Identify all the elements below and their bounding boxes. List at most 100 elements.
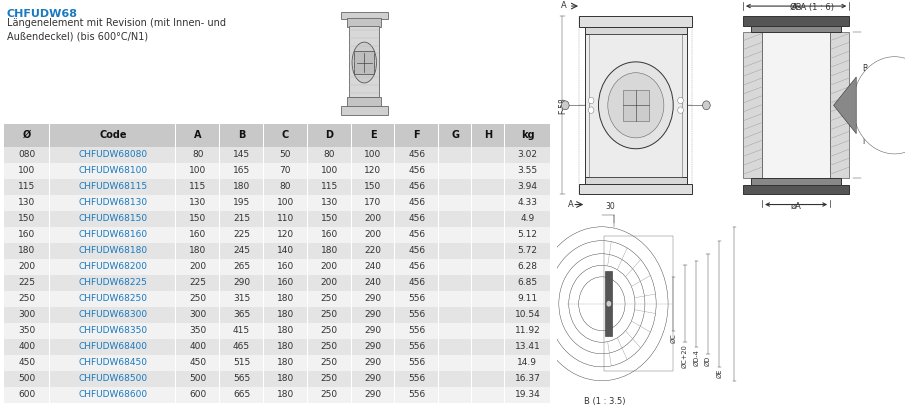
Text: 180: 180 [189, 246, 206, 255]
Text: A: A [568, 200, 574, 209]
Bar [352, 307, 395, 323]
Bar [395, 387, 438, 403]
Bar [352, 227, 395, 243]
Bar [51, 259, 176, 275]
Text: 180: 180 [277, 375, 294, 384]
Text: 180: 180 [18, 246, 35, 255]
Text: 365: 365 [233, 310, 250, 320]
Text: B (1 : 3.5): B (1 : 3.5) [585, 397, 626, 405]
Text: 3.55: 3.55 [518, 166, 538, 175]
Text: 456: 456 [408, 214, 425, 223]
Bar [395, 179, 438, 195]
Circle shape [561, 101, 569, 110]
Text: CHFUDW68100: CHFUDW68100 [79, 166, 148, 175]
Bar [220, 291, 263, 307]
Text: 30: 30 [605, 202, 615, 211]
Text: 6.28: 6.28 [518, 262, 538, 271]
Text: 290: 290 [365, 326, 382, 335]
Bar [5, 227, 50, 243]
Bar [340, 106, 388, 115]
Text: 665: 665 [233, 390, 250, 399]
Bar [505, 259, 550, 275]
Bar [439, 147, 471, 163]
Bar [585, 27, 687, 34]
Bar [395, 195, 438, 211]
Text: 290: 290 [365, 358, 382, 367]
Text: Ø: Ø [23, 130, 31, 140]
Text: 290: 290 [365, 342, 382, 352]
Text: 160: 160 [277, 278, 294, 287]
Bar [395, 243, 438, 259]
Text: 160: 160 [18, 230, 35, 239]
Text: 556: 556 [408, 390, 425, 399]
Text: 5.12: 5.12 [518, 230, 538, 239]
Text: 200: 200 [320, 262, 338, 271]
Bar [176, 243, 219, 259]
Text: 16.37: 16.37 [515, 375, 540, 384]
Bar [51, 124, 176, 147]
Text: 300: 300 [189, 310, 206, 320]
Bar [308, 259, 350, 275]
Bar [308, 355, 350, 371]
Bar [264, 259, 307, 275]
Bar [5, 291, 50, 307]
Text: 115: 115 [189, 182, 206, 191]
Text: 160: 160 [277, 262, 294, 271]
Bar [308, 323, 350, 339]
Text: 250: 250 [18, 294, 35, 303]
Bar [5, 259, 50, 275]
Text: 250: 250 [189, 294, 206, 303]
Circle shape [352, 42, 376, 83]
Bar [264, 147, 307, 163]
Text: 556: 556 [408, 326, 425, 335]
Text: 465: 465 [233, 342, 250, 352]
Text: 160: 160 [320, 230, 338, 239]
Text: F: F [414, 130, 420, 140]
Text: 3.02: 3.02 [518, 150, 538, 159]
Text: 350: 350 [18, 326, 35, 335]
Bar [176, 211, 219, 227]
Text: 290: 290 [365, 294, 382, 303]
Bar [439, 355, 471, 371]
Text: 115: 115 [320, 182, 338, 191]
Bar [176, 387, 219, 403]
Bar [176, 291, 219, 307]
Text: 180: 180 [277, 294, 294, 303]
Bar [5, 339, 50, 355]
Bar [220, 163, 263, 179]
Text: 150: 150 [320, 214, 338, 223]
Circle shape [588, 107, 594, 113]
Bar [308, 307, 350, 323]
Text: 225: 225 [18, 278, 35, 287]
Text: 240: 240 [365, 262, 382, 271]
Text: CHFUDW68080: CHFUDW68080 [79, 150, 148, 159]
Bar [472, 275, 504, 291]
Text: 150: 150 [18, 214, 35, 223]
Text: 150: 150 [365, 182, 382, 191]
Bar [308, 179, 350, 195]
Bar [439, 275, 471, 291]
Bar [395, 355, 438, 371]
Text: 4.9: 4.9 [520, 214, 535, 223]
Text: CHFUDW68500: CHFUDW68500 [79, 375, 148, 384]
Text: E: E [370, 130, 376, 140]
Text: 180: 180 [277, 342, 294, 352]
Text: 350: 350 [189, 326, 206, 335]
Text: A-A (1 : 6): A-A (1 : 6) [792, 3, 834, 12]
Bar [352, 179, 395, 195]
Text: Code: Code [100, 130, 127, 140]
Bar [264, 371, 307, 387]
Bar [51, 387, 176, 403]
Text: 250: 250 [320, 358, 338, 367]
Text: Längenelement mit Revision (mit Innen- und
Außendeckel) (bis 600°C/N1): Längenelement mit Revision (mit Innen- u… [6, 18, 225, 41]
Text: 180: 180 [277, 326, 294, 335]
Bar [176, 339, 219, 355]
Text: 225: 225 [189, 278, 206, 287]
Text: 556: 556 [408, 294, 425, 303]
Text: CHFUDW68150: CHFUDW68150 [79, 214, 148, 223]
Text: 456: 456 [408, 246, 425, 255]
Text: 50: 50 [280, 150, 291, 159]
Text: 556: 556 [408, 375, 425, 384]
Text: 290: 290 [365, 390, 382, 399]
Text: 400: 400 [18, 342, 35, 352]
